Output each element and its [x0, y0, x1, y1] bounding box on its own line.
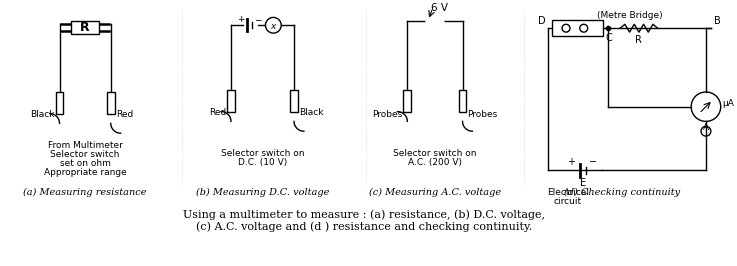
Text: Red: Red	[116, 110, 133, 119]
Text: Black: Black	[30, 110, 55, 119]
Text: µA: µA	[723, 99, 735, 108]
Text: R: R	[635, 35, 643, 45]
Text: R: R	[80, 21, 90, 34]
Bar	[107, 92, 115, 114]
Bar	[458, 90, 467, 112]
Circle shape	[426, 18, 432, 24]
Text: (b) Measuring D.C. voltage: (b) Measuring D.C. voltage	[196, 188, 329, 197]
Text: Black: Black	[299, 108, 324, 117]
Circle shape	[438, 18, 444, 24]
Text: (d) Checking continuity: (d) Checking continuity	[564, 188, 680, 197]
Text: Selector switch: Selector switch	[50, 150, 120, 159]
Text: (a) Measuring resistance: (a) Measuring resistance	[24, 188, 147, 197]
Bar	[55, 92, 63, 114]
Bar	[227, 90, 235, 112]
Text: Selector switch on: Selector switch on	[221, 149, 304, 158]
Text: x: x	[270, 22, 276, 31]
Text: From Multimeter: From Multimeter	[48, 141, 122, 150]
Text: Electrical: Electrical	[547, 188, 589, 197]
Text: set on ohm: set on ohm	[60, 159, 111, 168]
Bar	[290, 90, 298, 112]
Text: −: −	[254, 15, 261, 24]
Text: Using a multimeter to measure : (a) resistance, (b) D.C. voltage,: Using a multimeter to measure : (a) resi…	[183, 210, 545, 220]
Text: +: +	[567, 156, 575, 167]
Text: D: D	[538, 16, 545, 26]
Text: D.C. (10 V): D.C. (10 V)	[238, 158, 287, 167]
Text: −: −	[589, 156, 597, 167]
Text: Probes: Probes	[467, 110, 497, 119]
Text: A: A	[703, 123, 709, 132]
Text: Red: Red	[209, 108, 226, 117]
Text: (c) A.C. voltage and (d ) resistance and checking continuity.: (c) A.C. voltage and (d ) resistance and…	[196, 222, 532, 232]
Text: 6 V: 6 V	[431, 3, 448, 14]
Text: Selector switch on: Selector switch on	[394, 149, 477, 158]
Text: A.C. (200 V): A.C. (200 V)	[408, 158, 462, 167]
Text: +: +	[237, 15, 245, 24]
Text: Probes: Probes	[372, 110, 402, 119]
Text: E: E	[580, 178, 586, 188]
Text: Appropriate range: Appropriate range	[43, 168, 127, 177]
Bar	[552, 20, 604, 36]
Text: (c) Measuring A.C. voltage: (c) Measuring A.C. voltage	[369, 188, 501, 197]
Text: B: B	[714, 16, 721, 26]
Text: circuit: circuit	[554, 197, 582, 206]
Text: (Metre Bridge): (Metre Bridge)	[597, 11, 663, 20]
Bar	[71, 21, 99, 34]
Bar	[403, 90, 411, 112]
Text: C: C	[605, 33, 612, 43]
